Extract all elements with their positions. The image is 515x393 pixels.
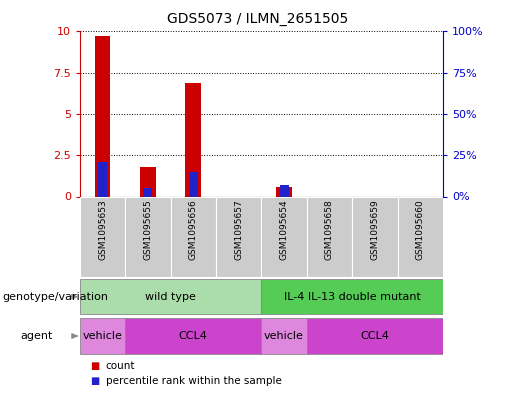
Bar [280,185,288,196]
Bar [170,196,216,277]
Bar [140,167,156,196]
Text: GSM1095656: GSM1095656 [189,199,198,260]
Bar [185,83,201,196]
Bar [261,279,443,314]
Bar [143,188,152,196]
Bar [98,162,107,196]
Bar [188,172,198,196]
Text: GSM1095660: GSM1095660 [416,199,425,260]
Bar [216,196,261,277]
Bar [398,196,443,277]
Bar [125,196,170,277]
Text: CCL4: CCL4 [179,331,208,341]
Text: count: count [106,361,135,371]
Text: GSM1095655: GSM1095655 [143,199,152,260]
Text: ■: ■ [90,361,99,371]
Text: IL-4 IL-13 double mutant: IL-4 IL-13 double mutant [284,292,421,302]
Text: vehicle: vehicle [82,331,123,341]
Text: GSM1095657: GSM1095657 [234,199,243,260]
Bar [307,318,443,354]
Bar [261,196,307,277]
Bar [307,196,352,277]
Text: genotype/variation: genotype/variation [3,292,109,302]
Bar [261,318,307,354]
Text: GSM1095653: GSM1095653 [98,199,107,260]
Bar [125,318,261,354]
Text: GDS5073 / ILMN_2651505: GDS5073 / ILMN_2651505 [167,12,348,26]
Bar [95,37,110,197]
Bar [80,279,261,314]
Text: GSM1095658: GSM1095658 [325,199,334,260]
Text: agent: agent [21,331,53,341]
Text: CCL4: CCL4 [360,331,389,341]
Bar [352,196,398,277]
Text: GSM1095654: GSM1095654 [280,199,288,259]
Text: vehicle: vehicle [264,331,304,341]
Text: ■: ■ [90,376,99,386]
Text: GSM1095659: GSM1095659 [370,199,380,260]
Text: wild type: wild type [145,292,196,302]
Bar [80,196,125,277]
Bar [80,318,125,354]
Text: percentile rank within the sample: percentile rank within the sample [106,376,282,386]
Bar [276,187,292,196]
